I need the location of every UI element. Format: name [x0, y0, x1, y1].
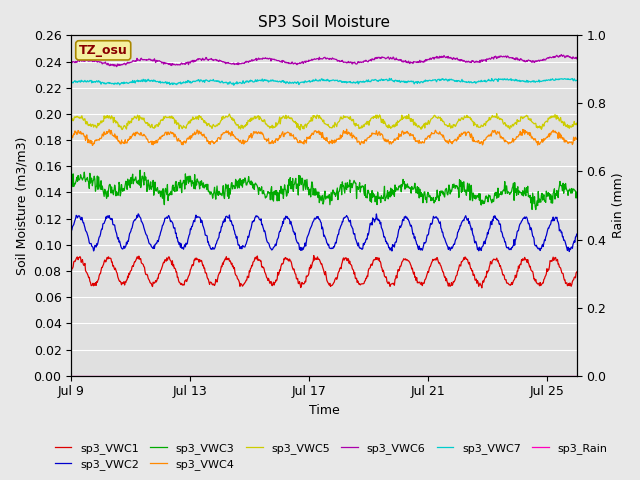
sp3_VWC4: [330, 139, 337, 144]
sp3_VWC7: [67, 79, 75, 84]
Line: sp3_VWC7: sp3_VWC7: [71, 78, 577, 85]
sp3_VWC2: [372, 211, 380, 217]
sp3_VWC2: [125, 234, 132, 240]
sp3_VWC2: [566, 249, 573, 254]
sp3_VWC4: [573, 136, 580, 142]
sp3_VWC1: [125, 270, 132, 276]
sp3_VWC4: [455, 133, 463, 139]
sp3_VWC7: [455, 78, 463, 84]
Title: SP3 Soil Moisture: SP3 Soil Moisture: [258, 15, 390, 30]
sp3_VWC6: [330, 56, 337, 62]
sp3_VWC1: [573, 269, 580, 275]
sp3_VWC6: [454, 57, 462, 63]
sp3_Rain: [454, 373, 461, 379]
sp3_VWC3: [170, 185, 178, 191]
sp3_VWC4: [343, 126, 351, 132]
sp3_VWC7: [170, 81, 177, 87]
sp3_VWC1: [170, 262, 177, 267]
Line: sp3_VWC5: sp3_VWC5: [71, 114, 577, 130]
sp3_VWC6: [125, 60, 133, 65]
sp3_Rain: [67, 373, 75, 379]
sp3_VWC6: [573, 56, 580, 61]
sp3_Rain: [372, 373, 380, 379]
sp3_VWC7: [230, 83, 237, 88]
sp3_VWC6: [557, 52, 565, 58]
sp3_VWC7: [385, 75, 393, 81]
sp3_VWC6: [67, 60, 75, 65]
sp3_Rain: [170, 373, 177, 379]
sp3_VWC3: [372, 193, 380, 199]
sp3_VWC2: [454, 229, 462, 235]
sp3_VWC7: [125, 80, 132, 86]
sp3_VWC5: [372, 115, 380, 121]
sp3_VWC5: [493, 111, 500, 117]
sp3_VWC3: [532, 207, 540, 213]
Text: TZ_osu: TZ_osu: [79, 44, 127, 57]
sp3_Rain: [136, 373, 143, 379]
Line: sp3_VWC6: sp3_VWC6: [71, 55, 577, 67]
Y-axis label: Soil Moisture (m3/m3): Soil Moisture (m3/m3): [15, 136, 28, 275]
sp3_VWC3: [573, 189, 580, 195]
sp3_VWC1: [454, 268, 462, 274]
sp3_VWC3: [454, 185, 462, 191]
sp3_VWC7: [573, 77, 580, 83]
sp3_VWC4: [136, 132, 144, 138]
sp3_VWC4: [88, 143, 96, 148]
sp3_Rain: [573, 373, 580, 379]
X-axis label: Time: Time: [308, 404, 339, 417]
sp3_VWC7: [136, 78, 143, 84]
sp3_VWC5: [296, 127, 304, 133]
sp3_VWC6: [170, 61, 178, 67]
sp3_VWC5: [125, 119, 132, 124]
Line: sp3_VWC3: sp3_VWC3: [71, 170, 577, 210]
sp3_VWC3: [136, 168, 144, 173]
Legend: sp3_VWC1, sp3_VWC2, sp3_VWC3, sp3_VWC4, sp3_VWC5, sp3_VWC6, sp3_VWC7, sp3_Rain: sp3_VWC1, sp3_VWC2, sp3_VWC3, sp3_VWC4, …: [51, 438, 612, 474]
sp3_VWC5: [573, 120, 580, 126]
Line: sp3_VWC2: sp3_VWC2: [71, 214, 577, 252]
sp3_VWC1: [67, 268, 75, 274]
sp3_VWC2: [573, 231, 580, 237]
sp3_VWC1: [372, 256, 380, 262]
sp3_VWC2: [330, 244, 337, 250]
sp3_VWC1: [330, 280, 337, 286]
sp3_VWC2: [136, 215, 144, 220]
sp3_Rain: [329, 373, 337, 379]
Line: sp3_VWC4: sp3_VWC4: [71, 129, 577, 145]
sp3_VWC1: [136, 256, 143, 262]
sp3_VWC6: [136, 58, 144, 63]
sp3_VWC5: [67, 120, 75, 125]
sp3_VWC3: [125, 182, 132, 188]
sp3_VWC4: [67, 135, 75, 141]
sp3_VWC3: [67, 177, 75, 183]
sp3_Rain: [125, 373, 132, 379]
sp3_VWC5: [330, 122, 337, 128]
Y-axis label: Rain (mm): Rain (mm): [612, 173, 625, 239]
sp3_VWC6: [113, 64, 120, 70]
sp3_VWC1: [478, 285, 486, 291]
sp3_VWC4: [125, 137, 133, 143]
sp3_VWC2: [170, 225, 178, 231]
sp3_VWC6: [372, 56, 380, 61]
sp3_VWC5: [136, 113, 143, 119]
sp3_VWC1: [310, 252, 317, 258]
sp3_VWC4: [373, 131, 381, 136]
sp3_VWC3: [330, 189, 337, 194]
sp3_VWC5: [170, 116, 177, 121]
sp3_VWC2: [67, 228, 75, 234]
sp3_VWC4: [170, 134, 178, 140]
sp3_VWC7: [372, 77, 380, 83]
Line: sp3_VWC1: sp3_VWC1: [71, 255, 577, 288]
sp3_VWC5: [454, 118, 462, 124]
sp3_VWC3: [136, 182, 143, 188]
sp3_VWC7: [330, 77, 337, 83]
sp3_VWC2: [134, 211, 142, 216]
